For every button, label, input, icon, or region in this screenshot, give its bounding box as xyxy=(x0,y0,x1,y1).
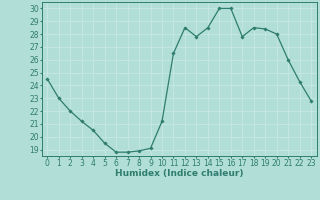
X-axis label: Humidex (Indice chaleur): Humidex (Indice chaleur) xyxy=(115,169,244,178)
